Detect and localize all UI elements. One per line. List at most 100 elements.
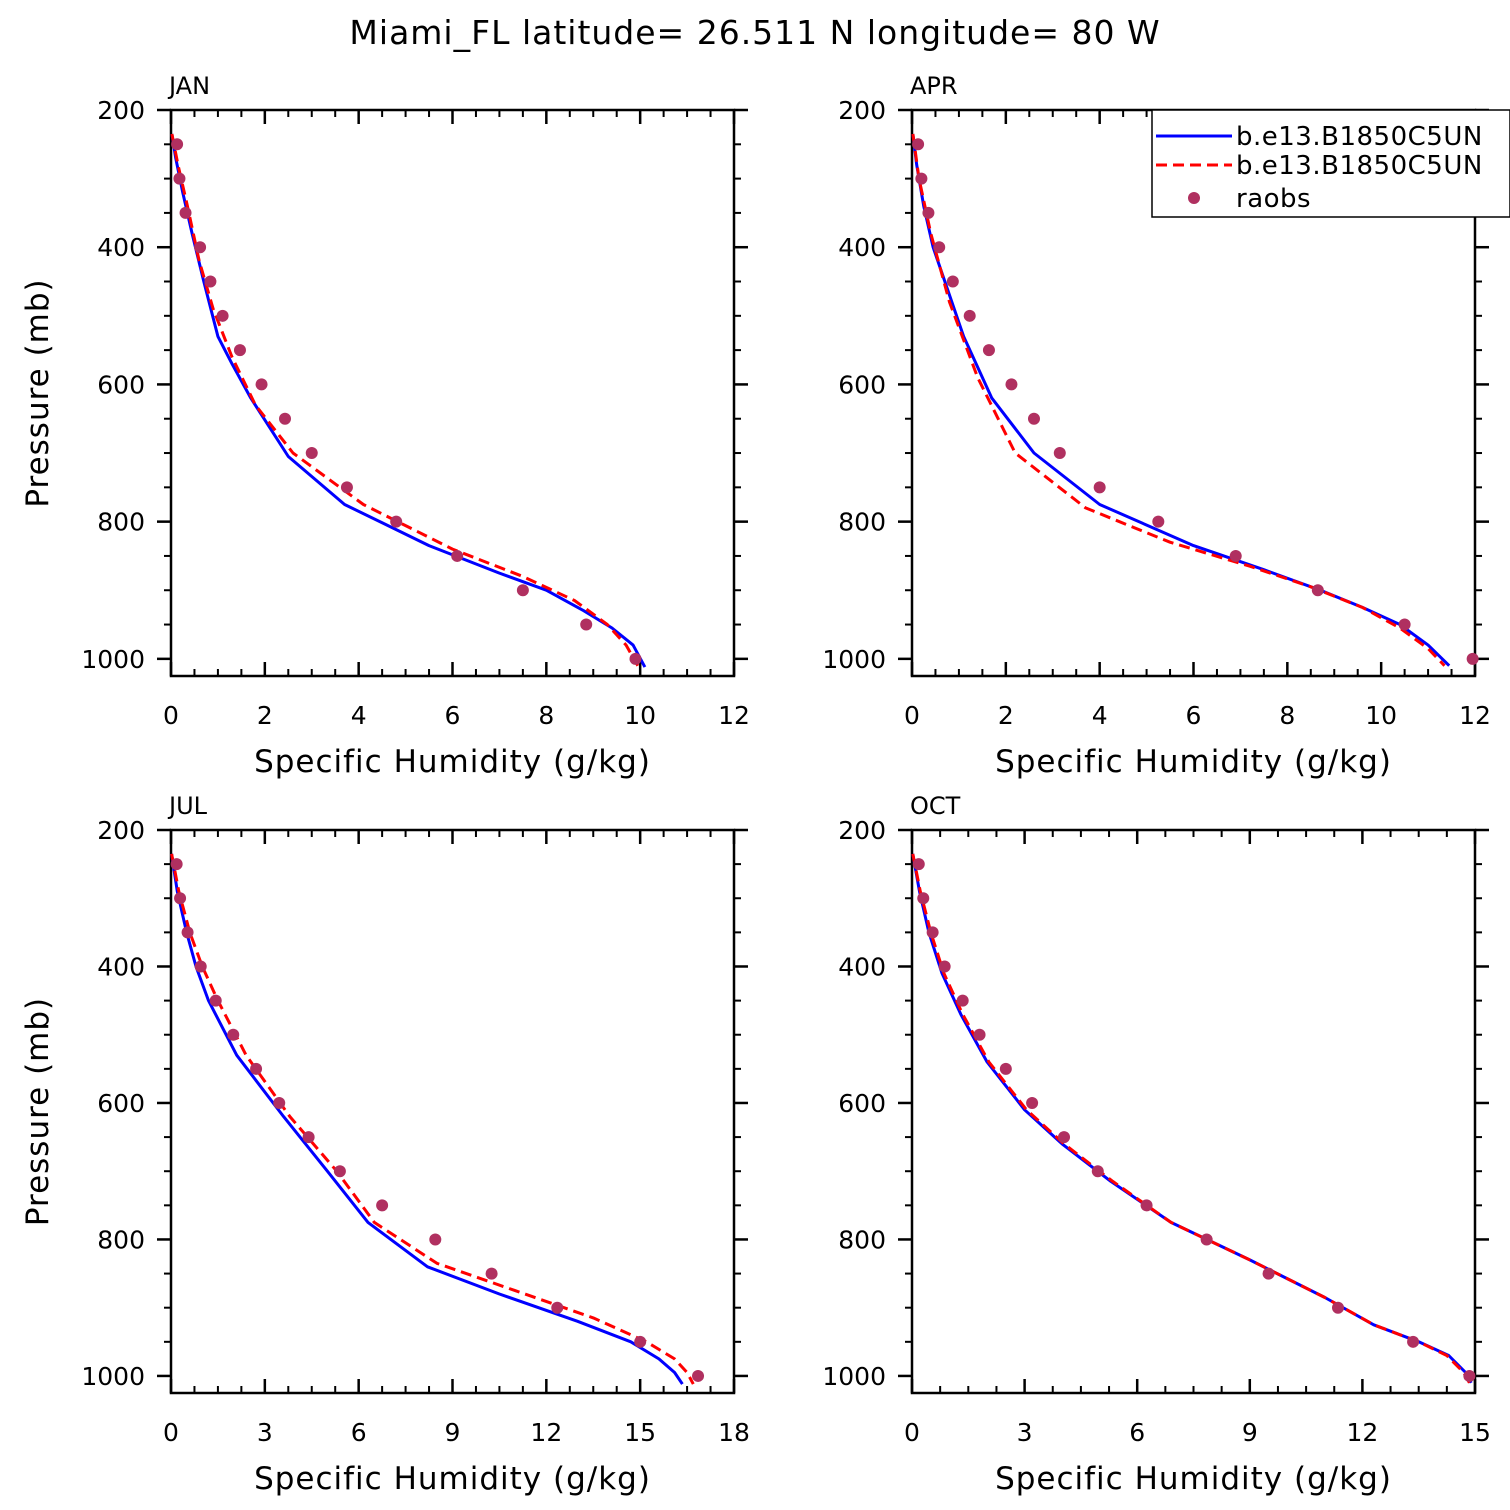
x-tick-label: 0 [904,701,920,730]
raobs-point [204,275,217,288]
panel-label: OCT [910,792,961,820]
x-axis-label: Specific Humidity (g/kg) [254,744,651,780]
x-tick-label: 2 [257,701,273,730]
raobs-point [279,412,292,425]
x-tick-label: 6 [351,1418,367,1447]
plot-frame [169,108,736,678]
raobs-point [485,1267,498,1280]
x-tick-label: 12 [1346,1418,1378,1447]
raobs-point [340,481,353,494]
panel-apr: APR 0 2 4 6 8 10 12 200 400 600 800 1000 Specific Hum… [822,72,1510,780]
raobs-point [171,138,184,151]
y-tick-label: 1000 [81,645,145,674]
raobs-point [963,309,976,322]
raobs-point [1262,1267,1275,1280]
x-tick-label: 12 [1459,701,1491,730]
plot-frame [910,828,1477,1395]
x-tick-label: 8 [538,701,554,730]
raobs-point [179,206,192,219]
model-line-dashed [170,853,695,1385]
y-tick-label: 800 [838,1225,886,1254]
x-tick-label: 12 [530,1418,562,1447]
y-tick-label: 200 [838,96,886,125]
x-tick-label: 0 [163,701,179,730]
model-line-solid [170,853,684,1385]
panel-label: APR [910,72,958,100]
raobs-point [1407,1335,1420,1348]
raobs-point [1058,1131,1071,1144]
x-axis-label: Specific Humidity (g/kg) [995,1461,1392,1497]
raobs-point [273,1096,286,1109]
x-tick-label: 3 [1017,1418,1033,1447]
raobs-point [912,138,925,151]
raobs-point [915,172,928,185]
y-tick-label: 800 [97,1225,145,1254]
raobs-point [1398,618,1411,631]
raobs-point [170,858,183,871]
raobs-point [1091,1165,1104,1178]
raobs-point [973,1028,986,1041]
y-tick-label: 1000 [822,1362,886,1391]
x-tick-label: 8 [1279,701,1295,730]
raobs-point [1229,549,1242,562]
x-tick-label: 4 [1092,701,1108,730]
raobs-point [999,1062,1012,1075]
raobs-point [1053,447,1066,460]
plot-frame [169,828,736,1395]
y-tick-label: 200 [97,816,145,845]
legend-entry-label: b.e13.B1850C5UN [1236,122,1483,152]
raobs-point [1311,584,1324,597]
x-tick-label: 0 [163,1418,179,1447]
x-axis-label: Specific Humidity (g/kg) [995,744,1392,780]
model-line-dashed [911,853,1471,1384]
y-tick-label: 400 [838,952,886,981]
raobs-point [1093,481,1106,494]
x-tick-label: 4 [351,701,367,730]
x-tick-label: 18 [718,1418,750,1447]
y-axis-label: Pressure (mb) [20,278,56,507]
raobs-point [1332,1301,1345,1314]
raobs-point [1152,515,1165,528]
panel-label: JUL [167,792,208,820]
raobs-point [302,1131,315,1144]
raobs-point [917,892,930,905]
x-tick-label: 9 [1242,1418,1258,1447]
raobs-point [233,344,246,357]
y-tick-label: 1000 [822,645,886,674]
raobs-point [982,344,995,357]
x-tick-label: 6 [1129,1418,1145,1447]
raobs-point [946,275,959,288]
raobs-point [922,206,935,219]
raobs-point [376,1199,389,1212]
panel-label: JAN [167,72,210,100]
panel-jul: JUL 0 3 6 9 12 15 18 200 400 600 800 1000 Specific Hu… [20,792,750,1497]
raobs-point [1140,1199,1153,1212]
x-tick-label: 6 [1186,701,1202,730]
panel-jan: JAN 0 2 4 6 8 10 12 200 400 600 800 1000 Specific Hum… [20,72,750,780]
x-tick-label: 12 [718,701,750,730]
y-tick-label: 400 [838,233,886,262]
raobs-point [390,515,403,528]
y-tick-label: 400 [97,952,145,981]
raobs-point [580,618,593,631]
raobs-point [216,309,229,322]
raobs-point [174,892,187,905]
x-tick-label: 3 [257,1418,273,1447]
raobs-point [250,1062,263,1075]
raobs-point [956,994,969,1007]
x-tick-label: 15 [624,1418,656,1447]
y-tick-label: 600 [97,1089,145,1118]
x-tick-label: 0 [904,1418,920,1447]
raobs-point [551,1301,564,1314]
raobs-point [255,378,268,391]
raobs-point [933,241,946,254]
legend-entry-label: raobs [1236,184,1311,214]
raobs-point [181,926,194,939]
raobs-point [1463,1369,1476,1382]
x-tick-label: 10 [624,701,656,730]
raobs-point [209,994,222,1007]
raobs-point [516,584,529,597]
y-tick-label: 800 [838,508,886,537]
